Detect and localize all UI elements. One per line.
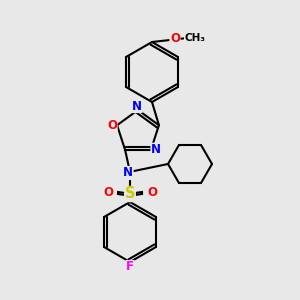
Text: O: O <box>107 119 117 132</box>
Text: CH₃: CH₃ <box>184 33 206 43</box>
Text: F: F <box>126 260 134 274</box>
Text: N: N <box>151 143 161 156</box>
Text: O: O <box>103 187 113 200</box>
Text: O: O <box>170 32 180 44</box>
Text: S: S <box>125 187 135 202</box>
Text: O: O <box>147 187 157 200</box>
Text: N: N <box>132 100 142 112</box>
Text: N: N <box>123 167 133 179</box>
